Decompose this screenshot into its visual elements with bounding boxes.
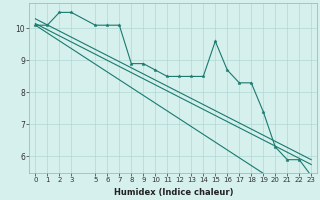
X-axis label: Humidex (Indice chaleur): Humidex (Indice chaleur) (114, 188, 233, 197)
